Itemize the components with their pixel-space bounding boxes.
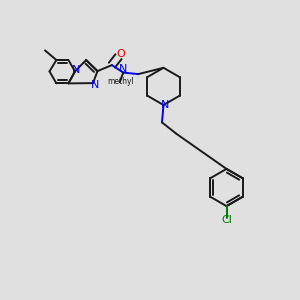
Text: N: N — [91, 80, 100, 90]
Text: Cl: Cl — [221, 214, 232, 225]
Text: N: N — [119, 64, 128, 74]
Text: methyl: methyl — [107, 76, 134, 85]
Text: N: N — [72, 65, 81, 75]
Text: O: O — [116, 49, 125, 59]
Text: N: N — [161, 100, 169, 110]
